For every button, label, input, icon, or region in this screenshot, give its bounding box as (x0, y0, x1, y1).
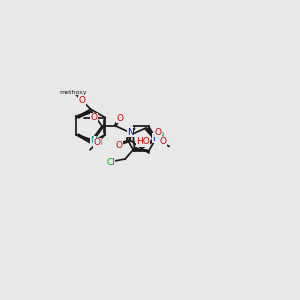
Text: N: N (90, 136, 97, 145)
Text: O: O (154, 128, 161, 137)
Text: HO: HO (136, 137, 150, 146)
Text: O: O (79, 97, 86, 106)
Text: N: N (152, 134, 159, 143)
Text: O: O (116, 114, 123, 123)
Text: N: N (127, 128, 134, 137)
Text: O: O (115, 141, 122, 150)
Text: O: O (90, 113, 97, 122)
Text: H: H (157, 132, 163, 141)
Text: Cl: Cl (106, 158, 115, 166)
Text: O: O (94, 138, 100, 147)
Text: O: O (159, 137, 166, 146)
Text: methoxy: methoxy (59, 90, 87, 95)
Text: H: H (95, 138, 101, 147)
